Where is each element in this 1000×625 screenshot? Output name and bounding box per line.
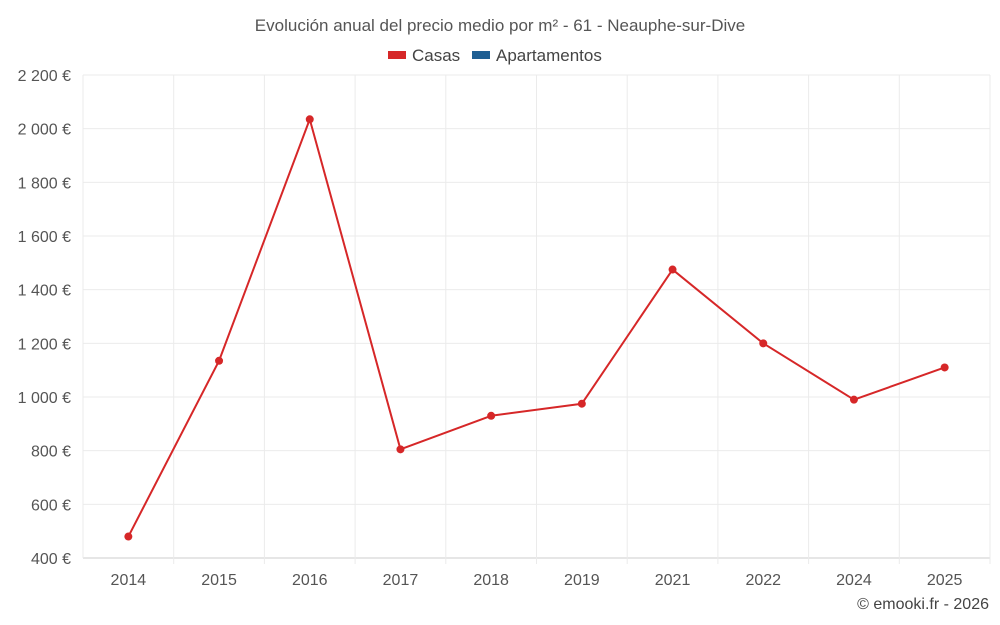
data-point-casas-2024[interactable] — [849, 395, 858, 404]
x-tick-label: 2019 — [564, 572, 600, 589]
data-point-casas-2016[interactable] — [305, 115, 314, 124]
y-tick-label: 600 € — [31, 497, 71, 514]
data-point-casas-2025[interactable] — [940, 363, 949, 372]
x-tick-label: 2024 — [836, 572, 872, 589]
credit-text: © emooki.fr - 2026 — [857, 596, 989, 613]
legend: Casas Apartamentos — [388, 46, 602, 65]
data-point-casas-2022[interactable] — [759, 339, 768, 348]
y-tick-label: 1 800 € — [18, 175, 71, 192]
x-tick-label: 2022 — [745, 572, 781, 589]
legend-swatch-apartamentos — [472, 51, 490, 59]
y-tick-label: 2 200 € — [18, 68, 71, 85]
x-tick-label: 2014 — [111, 572, 147, 589]
legend-label-casas: Casas — [412, 46, 460, 65]
y-tick-label: 2 000 € — [18, 122, 71, 139]
data-point-casas-2015[interactable] — [215, 356, 224, 365]
y-tick-label: 400 € — [31, 551, 71, 568]
data-point-casas-2018[interactable] — [487, 411, 496, 420]
x-tick-label: 2017 — [383, 572, 419, 589]
x-tick-label: 2018 — [473, 572, 509, 589]
y-tick-label: 1 400 € — [18, 283, 71, 300]
data-point-casas-2017[interactable] — [396, 445, 405, 454]
legend-item-apartamentos[interactable]: Apartamentos — [472, 46, 602, 65]
legend-swatch-casas — [388, 51, 406, 59]
y-tick-label: 1 600 € — [18, 229, 71, 246]
y-tick-label: 1 200 € — [18, 336, 71, 353]
series-layer — [124, 115, 949, 541]
x-tick-label: 2015 — [201, 572, 237, 589]
data-point-casas-2019[interactable] — [577, 399, 586, 408]
data-point-casas-2014[interactable] — [124, 532, 133, 541]
x-tick-label: 2016 — [292, 572, 328, 589]
legend-label-apartamentos: Apartamentos — [496, 46, 602, 65]
y-tick-label: 1 000 € — [18, 390, 71, 407]
legend-item-casas[interactable]: Casas — [388, 46, 460, 65]
x-tick-label: 2025 — [927, 572, 963, 589]
x-axis-ticks: 2014 2015 2016 2017 2018 2019 2021 2022 2024 2025 — [111, 572, 963, 589]
y-tick-label: 800 € — [31, 444, 71, 461]
series-line-casas — [127, 118, 945, 537]
x-tick-label: 2021 — [655, 572, 691, 589]
grid-layer — [82, 74, 991, 564]
y-axis-ticks: 400 € 600 € 800 € 1 000 € 1 200 € 1 400 € 1 60… — [18, 68, 71, 568]
data-point-casas-2021[interactable] — [668, 265, 677, 274]
chart-title: Evolución anual del precio medio por m² … — [255, 16, 745, 35]
